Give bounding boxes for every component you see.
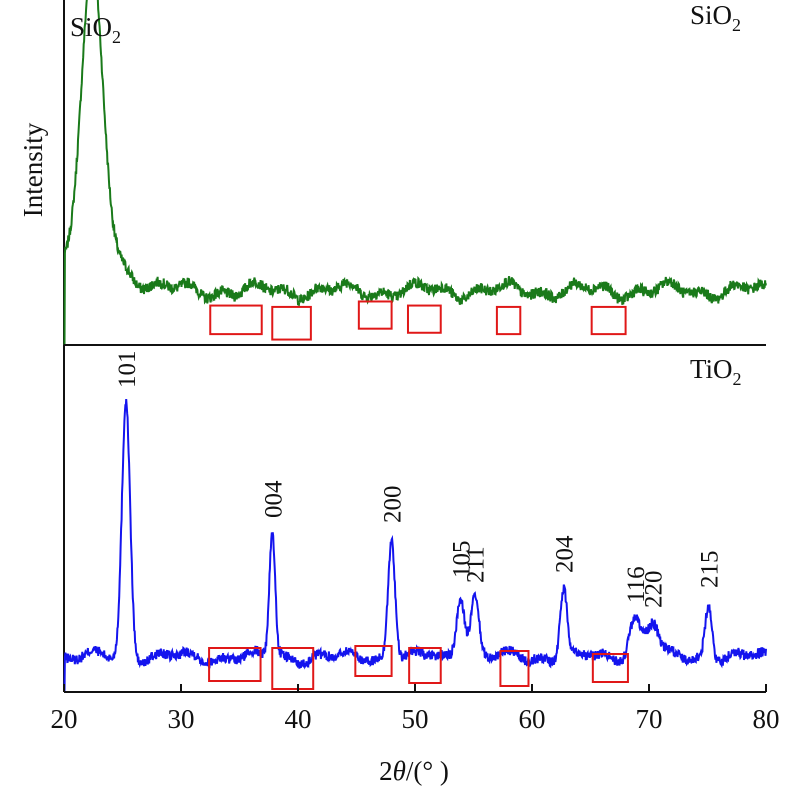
peak-label-004: 004 (260, 480, 287, 518)
bottom-highlight-box-2 (271, 647, 315, 690)
sio2-series-line (63, 0, 767, 346)
bottom-highlight-box-3 (354, 645, 393, 677)
x-tick-label-40: 40 (285, 704, 312, 734)
x-tick-label-80: 80 (753, 704, 780, 734)
x-tick-label-70: 70 (636, 704, 663, 734)
peak-label-105: 105 (449, 541, 476, 579)
bottom-highlight-boxes (208, 645, 629, 690)
sio2-corner-label: SiO2 (690, 0, 741, 35)
x-tick-label-30: 30 (168, 704, 195, 734)
bottom-highlight-box-5 (499, 650, 530, 687)
peak-label-200: 200 (380, 486, 407, 524)
sio2-peak-label: SiO2 (70, 12, 121, 47)
top-highlight-box-1 (209, 304, 263, 336)
peak-label-215: 215 (697, 551, 724, 589)
peak-label-101: 101 (114, 351, 141, 389)
top-panel: SiO2 SiO2 (63, 0, 767, 346)
bottom-highlight-box-4 (408, 647, 442, 684)
peak-label-220: 220 (641, 571, 668, 609)
x-axis-ticks: 20 30 40 50 60 70 80 (51, 684, 780, 734)
x-axis-title: 2θ/(° ) (379, 756, 449, 786)
tio2-corner-label: TiO2 (690, 354, 742, 389)
bottom-highlight-box-6 (591, 653, 629, 683)
bottom-highlight-box-1 (208, 647, 262, 682)
x-axis: 20 30 40 50 60 70 80 (51, 684, 780, 734)
top-highlight-box-3 (357, 300, 393, 330)
x-tick-label-20: 20 (51, 704, 78, 734)
tio2-series-line (63, 399, 767, 693)
peak-label-211: 211 (463, 546, 490, 583)
peak-label-116: 116 (623, 566, 650, 603)
peak-label-204: 204 (552, 535, 579, 573)
top-highlight-box-2 (271, 305, 312, 341)
top-highlight-box-6 (590, 305, 627, 336)
top-highlight-box-5 (495, 305, 522, 336)
top-highlight-box-4 (406, 304, 442, 334)
x-tick-label-50: 50 (402, 704, 429, 734)
y-axis-title: Intensity (18, 122, 48, 217)
x-tick-label-60: 60 (519, 704, 546, 734)
top-highlight-boxes (209, 300, 627, 341)
